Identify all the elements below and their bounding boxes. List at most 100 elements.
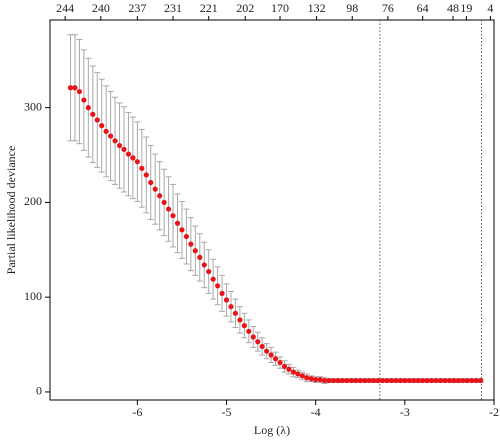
point [121, 146, 127, 152]
point [143, 172, 149, 178]
point [228, 304, 234, 310]
point [81, 97, 87, 103]
point [255, 339, 261, 345]
point [460, 377, 466, 384]
point [322, 377, 328, 384]
point [112, 138, 118, 144]
point [313, 377, 319, 383]
y-tick-label: 300 [24, 99, 42, 113]
point [223, 297, 230, 303]
point [215, 283, 221, 289]
point [357, 377, 363, 384]
point [179, 227, 185, 233]
point [473, 377, 479, 384]
point [304, 375, 310, 381]
y-tick-label: 100 [24, 289, 42, 303]
top-tick-label: 48 [447, 1, 459, 15]
y-axis-label: Partial likelihood deviance [4, 146, 18, 275]
point [272, 356, 279, 362]
x-tick-label: -3 [400, 405, 410, 419]
x-tick-label: -5 [222, 405, 232, 419]
point [446, 377, 453, 384]
top-tick-label: 4 [487, 1, 493, 15]
point [206, 268, 212, 275]
point [108, 133, 114, 139]
point [99, 123, 105, 129]
point [130, 155, 136, 161]
point [339, 377, 346, 384]
point [232, 310, 239, 316]
point [384, 377, 390, 384]
point [219, 290, 225, 296]
point [437, 377, 444, 384]
top-tick-label: 76 [382, 1, 394, 15]
point [165, 206, 172, 212]
top-tick-label: 132 [308, 1, 326, 15]
point [406, 377, 412, 384]
x-tick-label: -2 [489, 405, 499, 419]
point [433, 377, 439, 384]
point [415, 377, 421, 384]
point [157, 193, 163, 199]
point [264, 348, 270, 354]
point [134, 159, 140, 165]
y-tick-label: 0 [36, 384, 42, 398]
point [344, 377, 350, 384]
top-tick-label: 240 [92, 1, 110, 15]
point [393, 377, 399, 384]
point [299, 373, 305, 379]
point [455, 377, 461, 384]
point [67, 85, 74, 91]
point [197, 254, 203, 260]
point [330, 377, 337, 384]
point [388, 377, 395, 384]
point [442, 377, 448, 384]
point [174, 220, 181, 226]
point [286, 366, 292, 372]
point [353, 377, 359, 384]
point [308, 376, 314, 382]
point [451, 377, 457, 384]
point [268, 352, 274, 358]
plot-frame [49, 19, 495, 401]
point [250, 334, 256, 340]
point [469, 377, 475, 384]
x-tick-label: -6 [132, 405, 142, 419]
point [241, 323, 247, 329]
point [246, 328, 252, 334]
point [290, 369, 296, 375]
point [94, 117, 100, 123]
point [85, 105, 91, 111]
point [420, 377, 426, 384]
point [335, 377, 341, 384]
point [362, 377, 368, 384]
point [90, 111, 96, 117]
point [148, 179, 154, 186]
top-tick-label: 237 [128, 1, 146, 15]
top-tick-label: 244 [56, 1, 74, 15]
point [366, 377, 372, 384]
top-tick-label: 19 [460, 1, 472, 15]
point [348, 377, 354, 384]
point [170, 213, 176, 219]
point [116, 142, 123, 149]
point [183, 233, 190, 240]
point [237, 317, 243, 323]
top-tick-label: 221 [200, 1, 218, 15]
point [464, 377, 470, 384]
top-tick-label: 202 [236, 1, 254, 15]
point [188, 241, 194, 247]
point [402, 377, 408, 384]
point [375, 377, 381, 384]
point [103, 128, 109, 134]
x-tick-label: -4 [311, 405, 321, 419]
point [326, 377, 332, 384]
point [371, 377, 377, 384]
top-tick-label: 231 [164, 1, 182, 15]
point [428, 377, 435, 384]
point [76, 88, 83, 95]
point [277, 359, 283, 366]
point [192, 248, 198, 254]
point [478, 377, 484, 384]
